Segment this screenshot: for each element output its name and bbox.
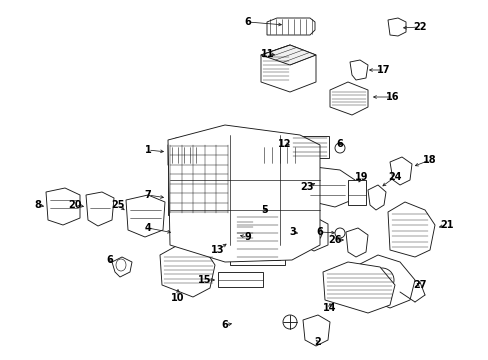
Polygon shape — [357, 255, 414, 308]
Circle shape — [283, 315, 296, 329]
Text: 6: 6 — [221, 320, 228, 330]
Polygon shape — [323, 262, 394, 313]
Polygon shape — [329, 82, 367, 115]
Polygon shape — [346, 228, 367, 257]
Text: 10: 10 — [171, 293, 184, 303]
Text: 1: 1 — [144, 145, 151, 155]
Circle shape — [369, 268, 393, 292]
Polygon shape — [367, 185, 385, 210]
Polygon shape — [299, 167, 354, 207]
Circle shape — [334, 228, 345, 238]
Text: 6: 6 — [106, 255, 113, 265]
Polygon shape — [126, 195, 164, 237]
Polygon shape — [168, 138, 297, 172]
Polygon shape — [387, 202, 434, 257]
Polygon shape — [46, 188, 80, 225]
Text: 15: 15 — [198, 275, 211, 285]
Text: 24: 24 — [387, 172, 401, 182]
Text: 8: 8 — [35, 200, 41, 210]
Polygon shape — [389, 157, 411, 185]
Text: 6: 6 — [244, 17, 251, 27]
Text: 19: 19 — [354, 172, 368, 182]
Polygon shape — [266, 18, 314, 35]
Polygon shape — [349, 60, 367, 80]
Text: 25: 25 — [111, 200, 124, 210]
Polygon shape — [86, 192, 114, 226]
Text: 5: 5 — [261, 205, 268, 215]
Circle shape — [177, 225, 186, 235]
Text: 16: 16 — [386, 92, 399, 102]
Text: 17: 17 — [376, 65, 390, 75]
Polygon shape — [160, 245, 215, 297]
Bar — [347, 180, 365, 205]
Polygon shape — [387, 18, 405, 36]
Polygon shape — [267, 190, 297, 225]
Circle shape — [305, 225, 321, 241]
Bar — [175, 220, 189, 240]
Polygon shape — [112, 257, 132, 277]
Text: 6: 6 — [316, 227, 323, 237]
Text: 26: 26 — [327, 235, 341, 245]
Circle shape — [272, 198, 292, 218]
Circle shape — [334, 143, 345, 153]
Bar — [229, 210, 285, 265]
Ellipse shape — [116, 259, 126, 271]
Polygon shape — [168, 125, 319, 262]
Bar — [168, 143, 229, 215]
Polygon shape — [261, 45, 315, 65]
Bar — [290, 136, 328, 158]
Text: 4: 4 — [144, 223, 151, 233]
Text: 2: 2 — [314, 337, 321, 347]
Text: 20: 20 — [68, 200, 81, 210]
Polygon shape — [299, 217, 327, 251]
Text: 14: 14 — [323, 303, 336, 313]
Polygon shape — [303, 315, 329, 346]
Text: 3: 3 — [289, 227, 296, 237]
Bar — [218, 272, 263, 287]
Text: 12: 12 — [278, 139, 291, 149]
Text: 11: 11 — [261, 49, 274, 59]
Text: 22: 22 — [412, 22, 426, 32]
Text: 9: 9 — [244, 232, 251, 242]
Circle shape — [215, 137, 250, 173]
Text: 6: 6 — [336, 139, 343, 149]
Polygon shape — [261, 45, 315, 92]
Bar — [235, 215, 280, 260]
Text: 23: 23 — [300, 182, 313, 192]
Text: 18: 18 — [422, 155, 436, 165]
Text: 27: 27 — [412, 280, 426, 290]
Text: 13: 13 — [211, 245, 224, 255]
Bar — [235, 220, 254, 240]
Text: 21: 21 — [439, 220, 453, 230]
Text: 7: 7 — [144, 190, 151, 200]
